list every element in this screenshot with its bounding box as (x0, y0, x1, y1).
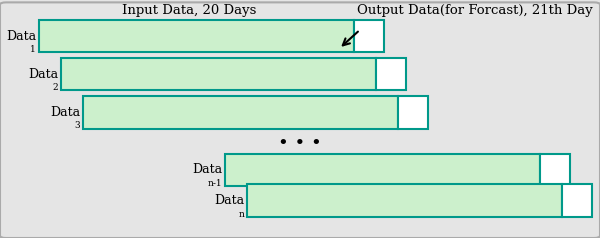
FancyBboxPatch shape (247, 184, 562, 217)
Text: n-1: n-1 (208, 178, 222, 188)
Text: 3: 3 (75, 121, 80, 130)
FancyBboxPatch shape (61, 58, 376, 90)
Text: 2: 2 (53, 83, 58, 92)
FancyBboxPatch shape (225, 154, 540, 186)
Text: Output Data(for Forcast), 21th Day: Output Data(for Forcast), 21th Day (357, 4, 593, 17)
FancyBboxPatch shape (562, 184, 592, 217)
Text: n: n (238, 209, 244, 218)
FancyBboxPatch shape (354, 20, 384, 52)
Text: Data: Data (6, 30, 36, 43)
Text: Input Data, 20 Days: Input Data, 20 Days (122, 4, 256, 17)
FancyBboxPatch shape (540, 154, 570, 186)
FancyBboxPatch shape (398, 96, 428, 129)
Text: Data: Data (50, 106, 80, 119)
Text: Data: Data (28, 68, 58, 81)
FancyBboxPatch shape (376, 58, 406, 90)
FancyBboxPatch shape (39, 20, 354, 52)
Text: Data: Data (192, 163, 222, 176)
Text: • • •: • • • (278, 134, 322, 152)
FancyBboxPatch shape (83, 96, 398, 129)
Text: Data: Data (214, 194, 244, 207)
Text: 1: 1 (30, 45, 36, 54)
